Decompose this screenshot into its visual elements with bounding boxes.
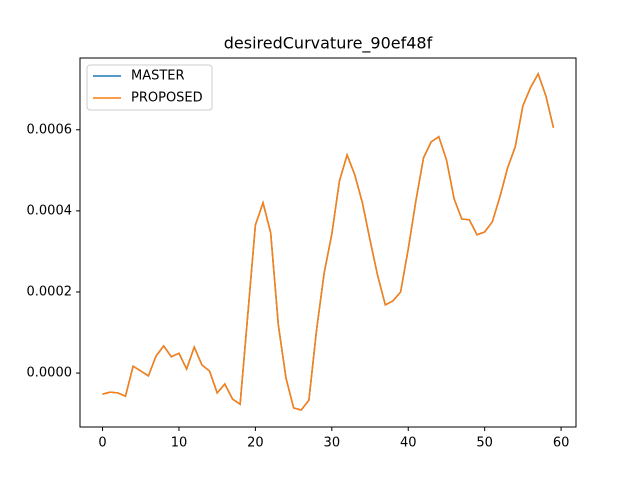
y-tick-label: 0.0004	[27, 203, 73, 218]
series-line	[102, 71, 555, 411]
axes-frame	[79, 57, 577, 428]
x-tick-label: 60	[553, 436, 570, 451]
y-tick-label: 0.0000	[27, 366, 73, 381]
y-tick-label: 0.0002	[27, 284, 73, 299]
x-tick-label: 10	[171, 436, 188, 451]
x-tick-label: 20	[247, 436, 264, 451]
x-tick-label: 30	[324, 436, 341, 451]
y-tick-label: 0.0006	[27, 122, 73, 137]
legend-label: MASTER	[131, 69, 185, 84]
legend-label: PROPOSED	[131, 91, 203, 106]
x-tick-label: 50	[476, 436, 493, 451]
chart-title: desiredCurvature_90ef48f	[224, 34, 433, 54]
x-tick-label: 0	[98, 436, 106, 451]
x-tick-label: 40	[400, 436, 417, 451]
